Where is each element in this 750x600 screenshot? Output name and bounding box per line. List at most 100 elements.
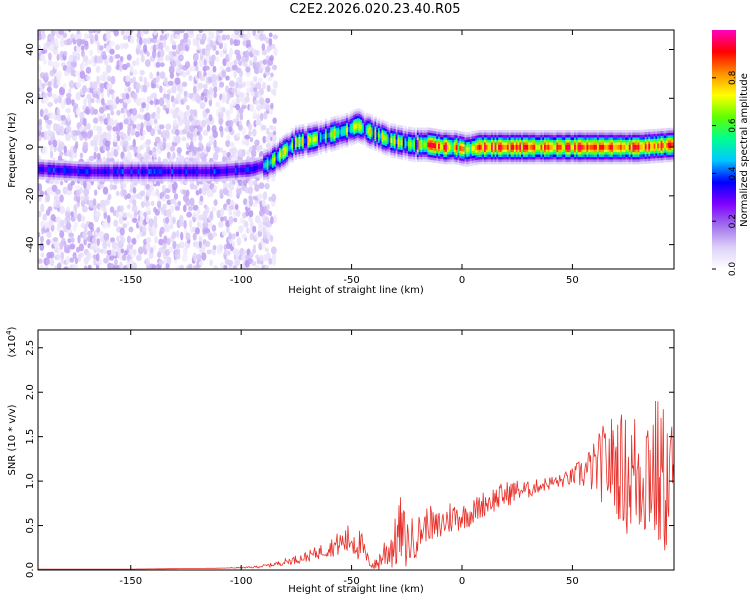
spectrogram-cell: [125, 173, 128, 177]
spectrogram-cell: [529, 144, 533, 148]
spectrogram-cell: [422, 156, 425, 160]
spectrogram-cell: [506, 144, 510, 148]
spectrogram-cell: [528, 137, 531, 140]
spectrogram-cell: [213, 176, 217, 179]
spectrogram-cell: [303, 145, 307, 149]
spectrogram-cell: [52, 237, 59, 242]
spectrogram-cell: [379, 140, 383, 144]
spectrogram-cell: [432, 152, 436, 156]
spectrogram-cell: [355, 116, 358, 119]
spectrogram-cell: [369, 124, 372, 127]
spectrogram-cell: [189, 197, 195, 207]
spectrogram-cell: [515, 132, 519, 136]
spectrogram-cell: [224, 166, 227, 169]
spectrogram-cell: [369, 133, 372, 137]
spectrogram-cell: [275, 162, 278, 166]
spectrogram-cell: [245, 209, 249, 217]
spectrogram-cell: [346, 125, 349, 128]
spectrogram-cell: [275, 143, 278, 146]
spectrogram-cell: [388, 132, 391, 136]
spectrogram-cell: [229, 160, 232, 164]
spectrogram-cell: [498, 134, 501, 138]
spectrogram-cell: [132, 161, 135, 165]
spectrogram-cell: [485, 142, 489, 145]
spectrogram-cell: [136, 43, 142, 50]
spectrogram-cell: [374, 119, 377, 122]
spectrogram-cell: [505, 130, 508, 133]
spectrogram-cell: [199, 161, 202, 165]
spectrogram-cell: [61, 167, 65, 171]
spectrogram-cell: [464, 156, 467, 160]
spectrogram-cell: [164, 45, 170, 52]
spectrogram-cell: [372, 128, 376, 131]
spectrogram-cell: [38, 183, 43, 192]
spectrogram-cell: [266, 149, 270, 153]
spectrogram-cell: [50, 112, 54, 120]
spectrogram-cell: [181, 164, 185, 167]
spectrogram-cell: [390, 142, 393, 146]
spectrogram-cell: [195, 227, 200, 235]
spectrogram-cell: [418, 132, 421, 136]
spectrogram-cell: [360, 129, 363, 132]
spectrogram-cell: [183, 32, 189, 40]
spectrogram-cell: [249, 60, 253, 67]
spectrogram-cell: [333, 128, 337, 132]
spectrogram-cell: [476, 152, 480, 155]
spectrogram-cell: [156, 200, 162, 208]
spectrogram-cell: [195, 65, 199, 72]
spectrogram-cell: [198, 240, 203, 249]
spectrogram-cell: [244, 96, 250, 103]
spectrogram-cell: [63, 175, 66, 178]
spectrogram-cell: [430, 135, 434, 138]
spectrogram-cell: [374, 121, 377, 125]
spectrogram-cell: [505, 137, 508, 140]
spectrogram-cell: [114, 44, 121, 51]
spectrogram-cell: [67, 177, 70, 181]
spectrogram-cell: [317, 140, 321, 143]
spectrogram-cell: [72, 161, 75, 164]
spectrogram-cell: [86, 166, 89, 170]
spectrogram-cell: [247, 159, 250, 163]
spectrogram-cell: [47, 159, 50, 163]
spectrogram-cell: [164, 248, 171, 257]
spectrogram-cell: [38, 166, 42, 170]
spectrogram-cell: [240, 162, 243, 166]
spectrogram-cell: [453, 132, 457, 136]
spectrogram-cell: [280, 161, 284, 164]
spectrogram-cell: [271, 174, 275, 178]
spectrogram-cell: [234, 167, 238, 171]
spectrogram-cell: [234, 160, 238, 164]
spectrogram-cell: [480, 159, 483, 162]
spectrogram-cell: [187, 161, 190, 165]
spectrogram-cell: [213, 159, 217, 162]
spectrogram-cell: [302, 141, 305, 144]
spectrogram-cell: [524, 156, 527, 160]
spectrogram-cell: [188, 164, 192, 167]
spectrogram-cell: [105, 64, 112, 74]
spectrogram-cell: [330, 124, 333, 128]
spectrogram-cell: [392, 123, 395, 127]
spectrogram-cell: [185, 232, 191, 241]
spectrogram-cell: [269, 234, 274, 243]
spectrogram-cell: [169, 178, 172, 182]
spectrogram-cell: [52, 179, 56, 183]
spectrogram-cell: [130, 127, 136, 136]
spectrogram-cell: [162, 164, 165, 167]
spectrogram-cell: [103, 232, 110, 241]
spectrogram-cell: [144, 173, 148, 177]
spectrogram-cell: [196, 171, 199, 175]
spectrogram-cell: [473, 152, 476, 156]
spectrogram-cell: [81, 166, 84, 169]
spectrogram-cell: [254, 170, 257, 174]
spectrogram-cell: [314, 143, 317, 147]
spectrogram-cell: [196, 161, 199, 165]
spectrogram-cell: [63, 167, 66, 171]
spectrogram-cell: [335, 118, 338, 121]
spectrogram-cell: [422, 154, 425, 157]
spectrogram-cell: [273, 144, 277, 147]
spectrogram-cell: [434, 155, 437, 159]
spectrogram-cell: [95, 97, 102, 104]
spectrogram-cell: [510, 134, 513, 138]
spectrogram-cell: [365, 132, 368, 135]
spectrogram-cell: [79, 168, 82, 172]
